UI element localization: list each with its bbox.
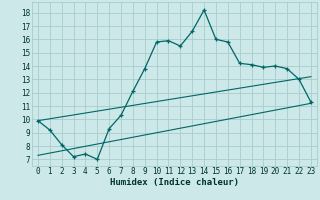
- X-axis label: Humidex (Indice chaleur): Humidex (Indice chaleur): [110, 178, 239, 187]
